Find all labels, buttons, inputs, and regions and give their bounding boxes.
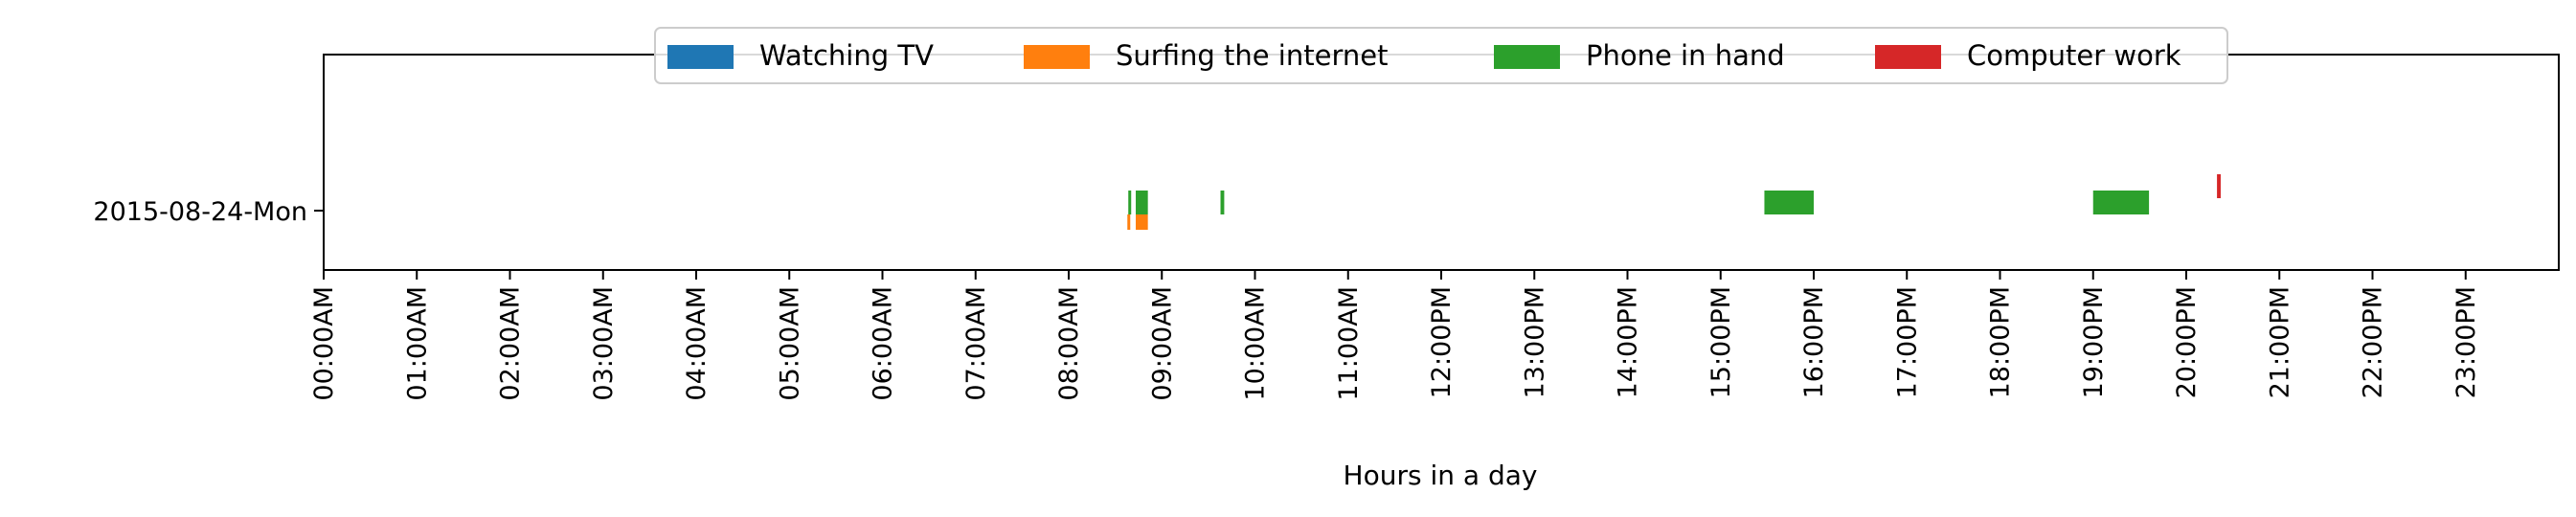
x-tick-label: 07:00AM xyxy=(961,286,991,401)
x-tick-label: 16:00PM xyxy=(1799,286,1829,398)
x-tick-label: 03:00AM xyxy=(589,286,619,401)
legend: Watching TV Surfing the internet Phone in … xyxy=(654,27,2228,84)
x-tick-label: 14:00PM xyxy=(1614,286,1643,398)
x-tick-label: 04:00AM xyxy=(682,286,712,401)
legend-swatch xyxy=(667,45,734,69)
x-tick-label: 08:00AM xyxy=(1054,286,1084,401)
x-tick-label: 00:00AM xyxy=(309,286,339,401)
interval-bar-surfing-the-internet xyxy=(1136,214,1148,230)
legend-label: Surfing the internet xyxy=(1116,39,1388,72)
interval-bar-phone-in-hand xyxy=(2092,191,2150,214)
x-tick-label: 17:00PM xyxy=(1892,286,1922,398)
x-tick-label: 20:00PM xyxy=(2172,286,2202,398)
x-axis-title: Hours in a day xyxy=(1344,460,1538,491)
legend-swatch xyxy=(1875,45,1941,69)
x-tick-label: 06:00AM xyxy=(869,286,898,401)
x-tick-label: 09:00AM xyxy=(1147,286,1177,401)
legend-label: Watching TV xyxy=(759,39,934,72)
x-axis: 00:00AM 01:00AM 02:00AM 03:00AM 04:00AM 05:00… xyxy=(309,270,2481,401)
x-tick-label: 18:00PM xyxy=(1986,286,2016,398)
x-tick-label: 21:00PM xyxy=(2265,286,2294,398)
interval-bar-phone-in-hand xyxy=(1764,191,1814,214)
interval-bar-phone-in-hand xyxy=(1136,191,1148,214)
y-axis: 2015-08-24-Mon xyxy=(93,197,324,227)
interval-bar-surfing-the-internet xyxy=(1127,214,1131,230)
interval-bar-phone-in-hand xyxy=(1220,191,1225,214)
interval-bar-phone-in-hand xyxy=(1128,191,1132,214)
legend-swatch xyxy=(1024,45,1090,69)
x-tick-label: 15:00PM xyxy=(1706,286,1736,398)
legend-swatch xyxy=(1494,45,1560,69)
y-tick-label: 2015-08-24-Mon xyxy=(93,197,307,227)
interval-bar-computer-work xyxy=(2217,174,2221,198)
x-tick-label: 01:00AM xyxy=(402,286,432,401)
interval-bars xyxy=(1127,174,2221,230)
x-tick-label: 05:00AM xyxy=(775,286,804,401)
x-tick-label: 13:00PM xyxy=(1520,286,1549,398)
x-tick-label: 10:00AM xyxy=(1241,286,1271,401)
x-tick-label: 02:00AM xyxy=(496,286,526,401)
legend-label: Phone in hand xyxy=(1586,39,1785,72)
x-tick-label: 23:00PM xyxy=(2452,286,2481,398)
x-tick-label: 11:00AM xyxy=(1334,286,1364,401)
x-tick-label: 19:00PM xyxy=(2079,286,2109,398)
x-tick-label: 22:00PM xyxy=(2359,286,2388,398)
legend-label: Computer work xyxy=(1967,39,2181,72)
x-tick-label: 12:00PM xyxy=(1427,286,1457,398)
legend-box xyxy=(654,27,2228,84)
